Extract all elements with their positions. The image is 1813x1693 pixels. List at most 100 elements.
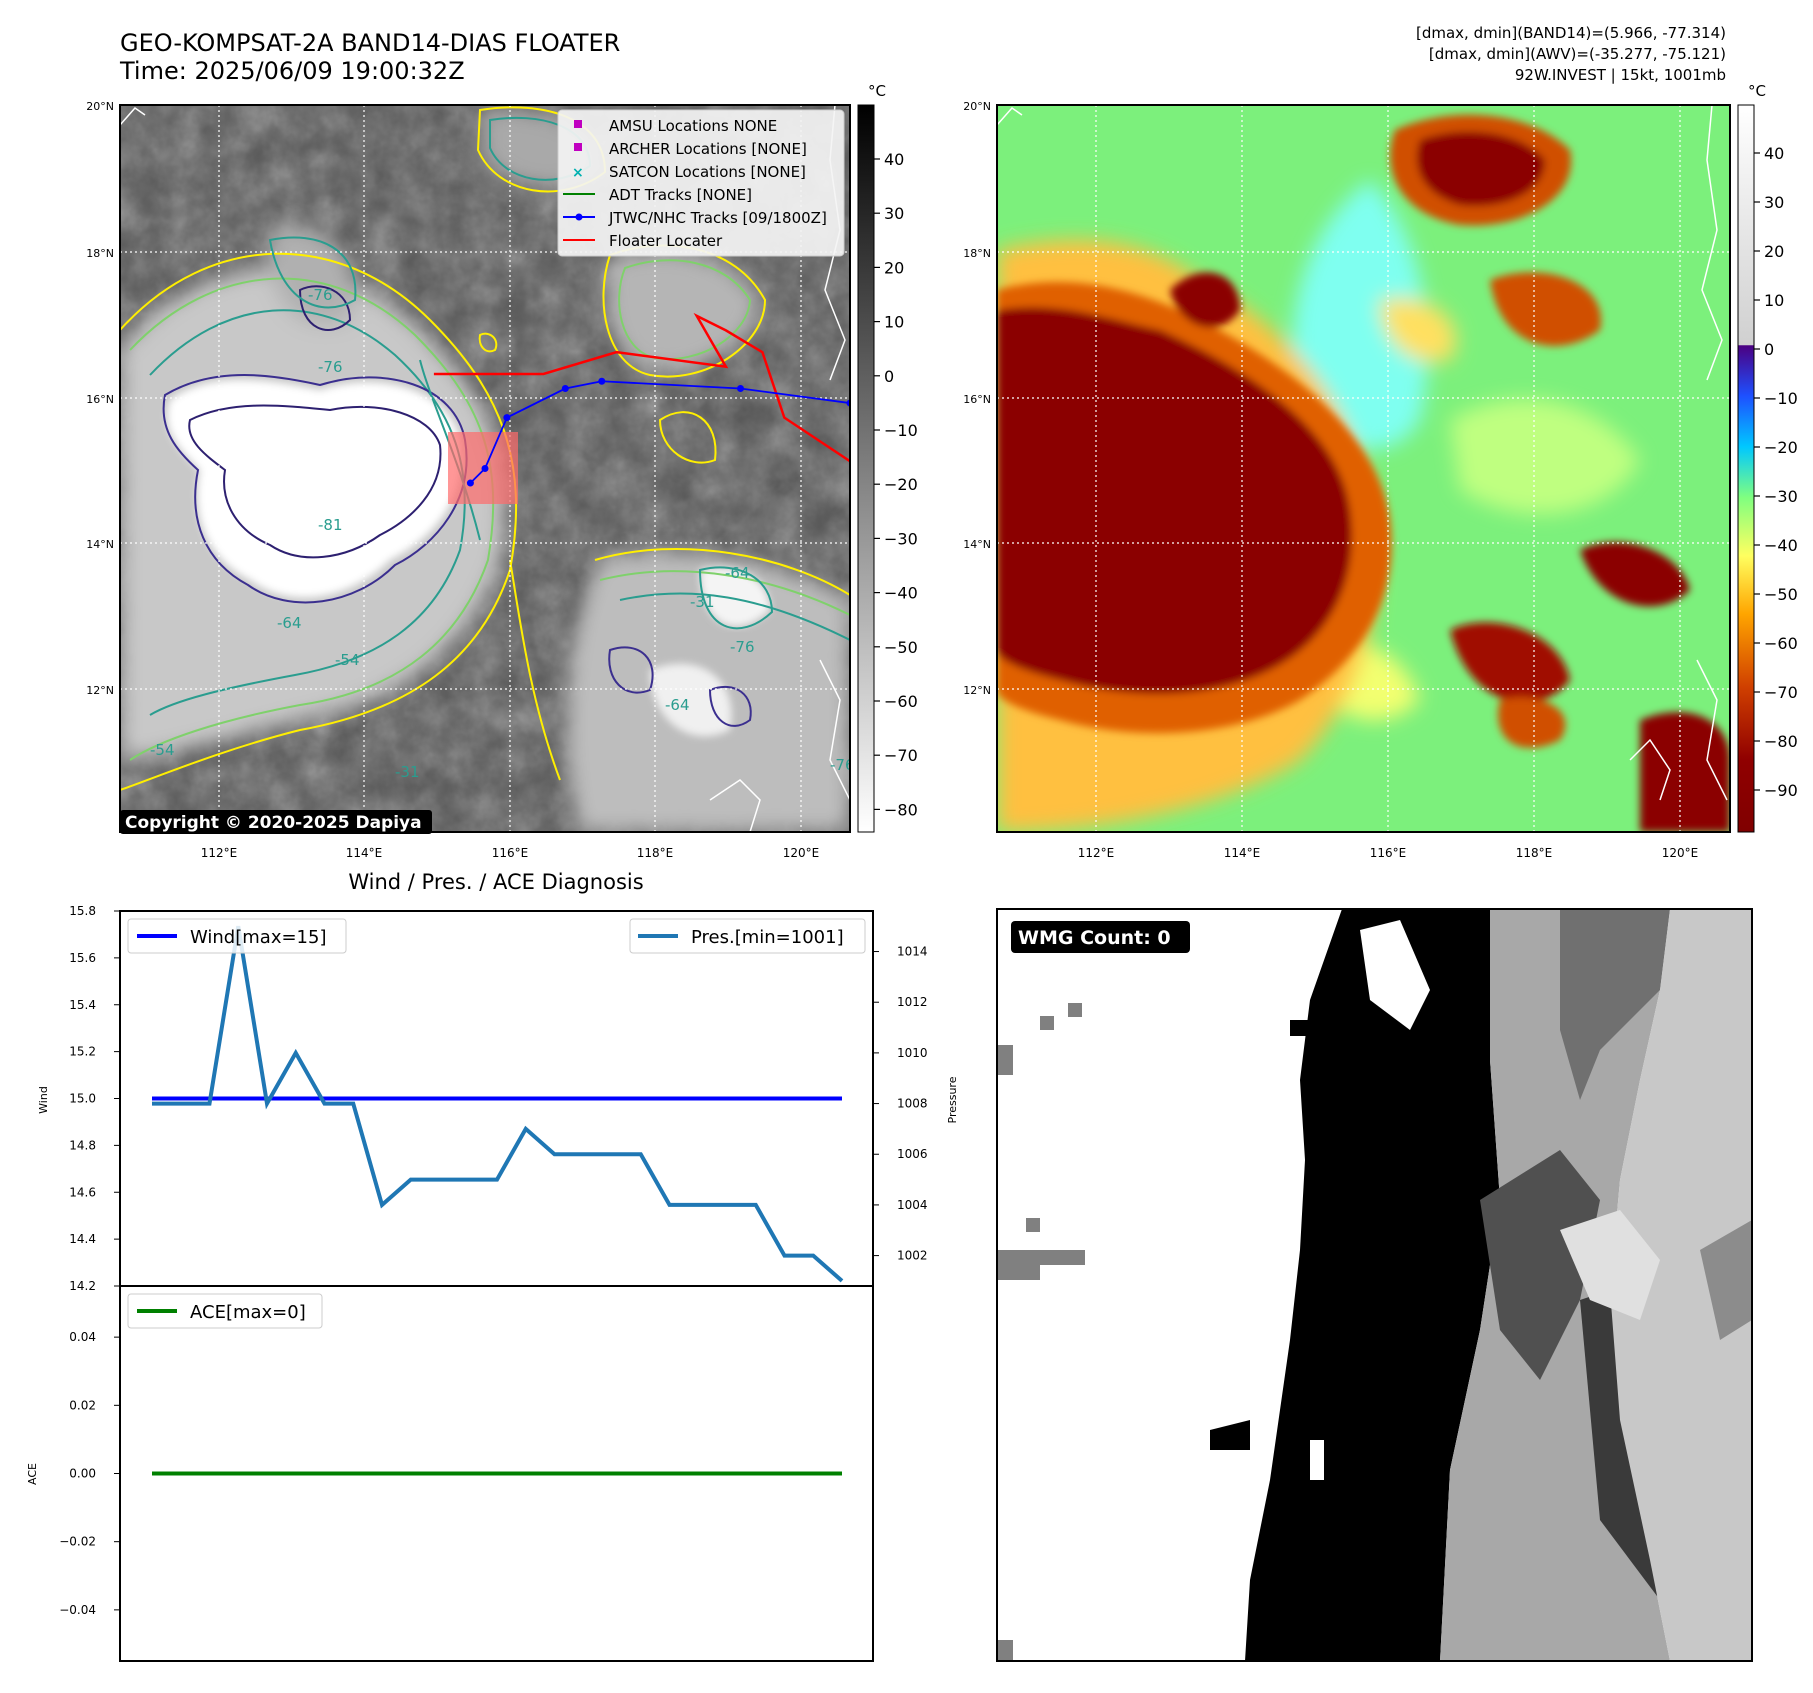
figure-time: Time: 2025/06/09 19:00:32Z [119, 57, 465, 85]
wmg-white-patch [1310, 1440, 1324, 1480]
wmg-gray-patch [1026, 1218, 1040, 1232]
wind-tick-label: 14.4 [69, 1232, 96, 1246]
stats-band14: [dmax, dmin](BAND14)=(5.966, -77.314) [1416, 24, 1726, 42]
lon-label: 112°E [1078, 846, 1115, 860]
lat-label: 16°N [86, 393, 114, 406]
enhanced-colorbar: °C 40 30 20 10 0 −10 −20 −30 −40 −50 −60 −70 −80 −90 [1737, 82, 1798, 833]
enhanced-colorbar-gradient [1737, 104, 1755, 833]
enhanced-map-frame [996, 104, 1731, 833]
wmg-bright-gray-region [1610, 909, 1752, 1661]
pressure-tick-label: 1014 [897, 945, 928, 959]
lat-label: 12°N [86, 684, 114, 697]
pressure-legend-box [629, 918, 866, 954]
wmg-black-region [1245, 909, 1500, 1661]
figure-title: GEO-KOMPSAT-2A BAND14-DIAS FLOATER [120, 29, 620, 57]
pressure-tick-label: 1004 [897, 1198, 928, 1212]
wmg-gray-patch [997, 1250, 1085, 1280]
ir-map-frame [119, 104, 851, 833]
colorbar-tick-label: −10 [1764, 389, 1798, 408]
wind-legend-label: Wind[max=15] [190, 927, 327, 948]
colorbar-tick-label: −80 [1764, 732, 1798, 751]
colorbar-tick-label: −70 [884, 746, 918, 765]
ir-contours [120, 106, 850, 791]
colorbar-tick-label: 0 [884, 367, 894, 386]
colorbar-tick-label: −90 [1764, 781, 1798, 800]
pressure-legend-label: Pres.[min=1001] [691, 927, 844, 948]
lon-label: 114°E [346, 846, 383, 860]
legend-label: SATCON Locations [NONE] [609, 163, 806, 181]
wind-pressure-panel: 15.8 15.6 15.4 15.2 15.0 14.8 14.6 14.4 14.2 101… [37, 904, 959, 1293]
ace-panel: 0.04 0.02 0.00 −0.02 −0.04 ACE ACE[max=0] [26, 1285, 874, 1662]
jtwc-track-point [561, 385, 569, 393]
wmg-frame [996, 908, 1753, 1662]
enhanced-lon-labels: 112°E 114°E 116°E 118°E 120°E [1078, 846, 1699, 860]
enhanced-map [997, 105, 1730, 832]
lon-label: 120°E [783, 846, 820, 860]
wind-tick-label: 15.0 [69, 1092, 96, 1106]
colorbar-tick-label: −60 [1764, 634, 1798, 653]
colorbar-tick-label: −50 [1764, 585, 1798, 604]
wmg-black-patch [1210, 1420, 1250, 1450]
wmg-gray-patch [1068, 1003, 1082, 1017]
wmg-gray-patch [1040, 1016, 1054, 1030]
wmg-black-patch [1290, 1020, 1320, 1036]
colorbar-tick-label: −40 [884, 584, 918, 603]
ace-tick-label: 0.02 [69, 1398, 96, 1412]
wind-legend-box [127, 918, 347, 954]
copyright-badge [120, 810, 432, 834]
wind-tick-label: 15.4 [69, 998, 96, 1012]
ace-legend-label: ACE[max=0] [190, 1302, 306, 1323]
wmg-mid-gray-region [1700, 1220, 1752, 1340]
contour-label: -31 [690, 593, 715, 611]
wind-tick-label: 15.8 [69, 904, 96, 918]
map-legend: AMSU Locations NONE ARCHER Locations [NO… [557, 109, 845, 257]
legend-label: JTWC/NHC Tracks [09/1800Z] [608, 209, 827, 227]
wmg-count-text: WMG Count: 0 [1018, 927, 1171, 949]
lat-label: 18°N [86, 247, 114, 260]
wmg-bright-gray-region [1560, 1210, 1660, 1320]
lat-label: 18°N [963, 247, 991, 260]
contour-label: -76 [730, 638, 755, 656]
colorbar-tick-label: −60 [884, 692, 918, 711]
pressure-tick-label: 1008 [897, 1097, 928, 1111]
wmg-mid-gray-region [1560, 909, 1670, 1100]
contour-label: -64 [725, 564, 750, 582]
wind-tick-label: 15.2 [69, 1045, 96, 1059]
colorbar-tick-label: −20 [884, 475, 918, 494]
ace-tick-label: 0.00 [69, 1467, 96, 1481]
wind-tick-label: 15.6 [69, 951, 96, 965]
legend-square-marker [574, 120, 582, 128]
jtwc-track-point [466, 479, 474, 487]
legend-label: ARCHER Locations [NONE] [609, 140, 807, 158]
enhanced-gridlines [997, 105, 1730, 832]
lat-label: 20°N [86, 100, 114, 113]
lat-label: 14°N [963, 538, 991, 551]
ir-colorbar: °C 40 30 20 10 0 −10 −20 −30 −40 −50 −60 −70 −80 [857, 82, 918, 833]
wmg-gray-patch [997, 1045, 1013, 1075]
wmg-gray-patch [997, 1640, 1013, 1661]
stats-storm: 92W.INVEST | 15kt, 1001mb [1515, 66, 1726, 84]
ace-tick-label: −0.04 [59, 1603, 96, 1617]
contour-label: -31 [395, 763, 420, 781]
legend-dot-marker [575, 213, 583, 221]
colorbar-tick-label: 0 [1764, 340, 1774, 359]
colorbar-tick-label: 30 [1764, 193, 1784, 212]
colorbar-tick-label: −30 [1764, 487, 1798, 506]
lon-label: 118°E [1516, 846, 1553, 860]
jtwc-track-point [737, 385, 744, 393]
stats-awv: [dmax, dmin](AWV)=(-35.277, -75.121) [1429, 45, 1726, 63]
legend-label: ADT Tracks [NONE] [609, 186, 752, 204]
wmg-count-badge [1011, 921, 1190, 953]
diagnosis-title: Wind / Pres. / ACE Diagnosis [348, 870, 643, 894]
ir-lat-labels: 20°N 18°N 16°N 14°N 12°N [86, 100, 114, 697]
wind-tick-label: 14.2 [69, 1279, 96, 1293]
contour-label: -76 [308, 286, 333, 304]
pressure-tick-label: 1002 [897, 1249, 928, 1263]
legend-label: Floater Locater [609, 232, 723, 250]
contour-label: -54 [335, 651, 360, 669]
contour-label: -76 [318, 358, 343, 376]
legend-label: AMSU Locations NONE [609, 117, 777, 135]
lat-label: 14°N [86, 538, 114, 551]
lon-label: 116°E [1370, 846, 1407, 860]
